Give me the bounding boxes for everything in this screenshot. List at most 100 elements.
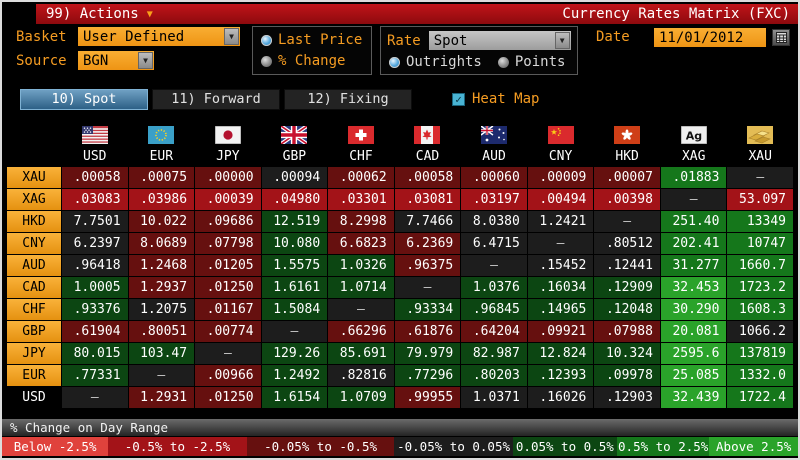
rate-cell-cny-hkd[interactable]: .80512	[594, 233, 660, 254]
rate-cell-cny-usd[interactable]: 6.2397	[62, 233, 128, 254]
rate-cell-eur-hkd[interactable]: .09978	[594, 365, 660, 386]
basket-select[interactable]: User Defined ▼	[78, 27, 240, 46]
rate-cell-xau-cny[interactable]: .00009	[527, 167, 594, 188]
rate-cell-usd-eur[interactable]: 1.2931	[128, 387, 195, 408]
rate-cell-eur-usd[interactable]: .77331	[62, 365, 128, 386]
rate-cell-chf-usd[interactable]: .93376	[62, 299, 128, 320]
rate-cell-eur-jpy[interactable]: .00966	[195, 365, 261, 386]
radio-icon[interactable]	[261, 55, 272, 67]
rate-cell-jpy-gbp[interactable]: 129.26	[261, 343, 328, 364]
rate-cell-cny-jpy[interactable]: .07798	[195, 233, 261, 254]
rate-cell-chf-hkd[interactable]: .12048	[594, 299, 660, 320]
rate-cell-xag-hkd[interactable]: .00398	[594, 189, 660, 210]
rate-cell-jpy-hkd[interactable]: 10.324	[594, 343, 660, 364]
rate-cell-xag-jpy[interactable]: .00039	[195, 189, 261, 210]
calendar-icon[interactable]	[772, 29, 790, 46]
rate-cell-hkd-aud[interactable]: 8.0380	[461, 211, 527, 232]
rate-cell-cny-eur[interactable]: 8.0689	[128, 233, 195, 254]
rate-cell-hkd-cad[interactable]: 7.7466	[394, 211, 461, 232]
rate-cell-eur-chf[interactable]: .82816	[328, 365, 394, 386]
radio-selected-icon[interactable]	[261, 34, 272, 46]
rate-cell-xag-aud[interactable]: .03197	[461, 189, 527, 210]
rate-cell-cad-chf[interactable]: 1.0714	[328, 277, 394, 298]
rate-cell-xag-cad[interactable]: .03081	[394, 189, 461, 210]
rate-cell-xag-gbp[interactable]: .04980	[261, 189, 328, 210]
radio-selected-icon[interactable]	[389, 56, 400, 68]
rate-cell-hkd-xag[interactable]: 251.40	[660, 211, 727, 232]
last-price-option[interactable]: Last Price	[261, 32, 371, 48]
rate-cell-usd-jpy[interactable]: .01250	[195, 387, 261, 408]
rate-cell-usd-gbp[interactable]: 1.6154	[261, 387, 328, 408]
rate-cell-chf-cny[interactable]: .14965	[527, 299, 594, 320]
dropdown-arrow-icon[interactable]: ▼	[224, 28, 239, 45]
rate-cell-xau-gbp[interactable]: .00094	[261, 167, 328, 188]
rate-cell-gbp-jpy[interactable]: .00774	[195, 321, 261, 342]
tab-forward[interactable]: 11) Forward	[152, 88, 280, 110]
heat-map-toggle[interactable]: ✓ Heat Map	[452, 91, 539, 107]
radio-icon[interactable]	[497, 56, 509, 68]
rate-cell-hkd-cny[interactable]: 1.2421	[527, 211, 594, 232]
rate-cell-chf-cad[interactable]: .93334	[394, 299, 461, 320]
rate-cell-jpy-eur[interactable]: 103.47	[128, 343, 195, 364]
rate-cell-xag-cny[interactable]: .00494	[527, 189, 594, 210]
rate-cell-eur-gbp[interactable]: 1.2492	[261, 365, 328, 386]
rate-cell-usd-hkd[interactable]: .12903	[594, 387, 660, 408]
rate-cell-usd-chf[interactable]: 1.0709	[328, 387, 394, 408]
rate-cell-gbp-aud[interactable]: .64204	[461, 321, 527, 342]
rate-cell-chf-xag[interactable]: 30.290	[660, 299, 727, 320]
rate-cell-gbp-eur[interactable]: .80051	[128, 321, 195, 342]
rate-cell-jpy-chf[interactable]: 85.691	[328, 343, 394, 364]
rate-cell-jpy-usd[interactable]: 80.015	[62, 343, 128, 364]
actions-menu-button[interactable]: 99) Actions ▼	[36, 6, 153, 22]
rate-cell-gbp-cad[interactable]: .61876	[394, 321, 461, 342]
rate-cell-xag-usd[interactable]: .03083	[62, 189, 128, 210]
rate-cell-usd-aud[interactable]: 1.0371	[461, 387, 527, 408]
rate-cell-gbp-chf[interactable]: .66296	[328, 321, 394, 342]
rate-cell-usd-cad[interactable]: .99955	[394, 387, 461, 408]
rate-cell-gbp-hkd[interactable]: .07988	[594, 321, 660, 342]
rate-cell-hkd-xau[interactable]: 13349	[727, 211, 793, 232]
rate-cell-eur-cny[interactable]: .12393	[527, 365, 594, 386]
rate-cell-xag-xau[interactable]: 53.097	[727, 189, 793, 210]
rate-cell-xau-xag[interactable]: .01883	[660, 167, 727, 188]
rate-cell-cny-chf[interactable]: 6.6823	[328, 233, 394, 254]
rate-cell-cny-aud[interactable]: 6.4715	[461, 233, 527, 254]
rate-cell-xau-aud[interactable]: .00060	[461, 167, 527, 188]
rate-cell-hkd-eur[interactable]: 10.022	[128, 211, 195, 232]
rate-cell-aud-xag[interactable]: 31.277	[660, 255, 727, 276]
rate-cell-jpy-cny[interactable]: 12.824	[527, 343, 594, 364]
rate-cell-aud-xau[interactable]: 1660.7	[727, 255, 793, 276]
rate-cell-eur-xag[interactable]: 25.085	[660, 365, 727, 386]
rate-cell-gbp-cny[interactable]: .09921	[527, 321, 594, 342]
rate-cell-aud-cad[interactable]: .96375	[394, 255, 461, 276]
rate-cell-cad-xag[interactable]: 32.453	[660, 277, 727, 298]
rate-cell-chf-eur[interactable]: 1.2075	[128, 299, 195, 320]
rate-cell-usd-xag[interactable]: 32.439	[660, 387, 727, 408]
rate-cell-cad-usd[interactable]: 1.0005	[62, 277, 128, 298]
rate-cell-hkd-gbp[interactable]: 12.519	[261, 211, 328, 232]
rate-cell-cny-xag[interactable]: 202.41	[660, 233, 727, 254]
rate-cell-chf-gbp[interactable]: 1.5084	[261, 299, 328, 320]
rate-cell-aud-eur[interactable]: 1.2468	[128, 255, 195, 276]
rate-cell-hkd-chf[interactable]: 8.2998	[328, 211, 394, 232]
date-input[interactable]	[654, 28, 766, 47]
rate-cell-eur-aud[interactable]: .80203	[461, 365, 527, 386]
rate-cell-chf-jpy[interactable]: .01167	[195, 299, 261, 320]
rate-cell-jpy-xau[interactable]: 137819	[727, 343, 793, 364]
rate-cell-gbp-xau[interactable]: 1066.2	[727, 321, 793, 342]
dropdown-arrow-icon[interactable]: ▼	[138, 52, 153, 69]
rate-cell-cad-cny[interactable]: .16034	[527, 277, 594, 298]
rate-cell-jpy-cad[interactable]: 79.979	[394, 343, 461, 364]
rate-cell-xau-eur[interactable]: .00075	[128, 167, 195, 188]
rate-cell-cad-jpy[interactable]: .01250	[195, 277, 261, 298]
tab-fixing[interactable]: 12) Fixing	[284, 88, 412, 110]
pct-change-option[interactable]: % Change	[261, 53, 371, 69]
rate-cell-aud-cny[interactable]: .15452	[527, 255, 594, 276]
rate-cell-xag-eur[interactable]: .03986	[128, 189, 195, 210]
rate-cell-hkd-usd[interactable]: 7.7501	[62, 211, 128, 232]
rate-cell-xau-hkd[interactable]: .00007	[594, 167, 660, 188]
rate-cell-chf-aud[interactable]: .96845	[461, 299, 527, 320]
dropdown-arrow-icon[interactable]: ▼	[554, 32, 570, 49]
rate-cell-gbp-xag[interactable]: 20.081	[660, 321, 727, 342]
rate-cell-aud-usd[interactable]: .96418	[62, 255, 128, 276]
